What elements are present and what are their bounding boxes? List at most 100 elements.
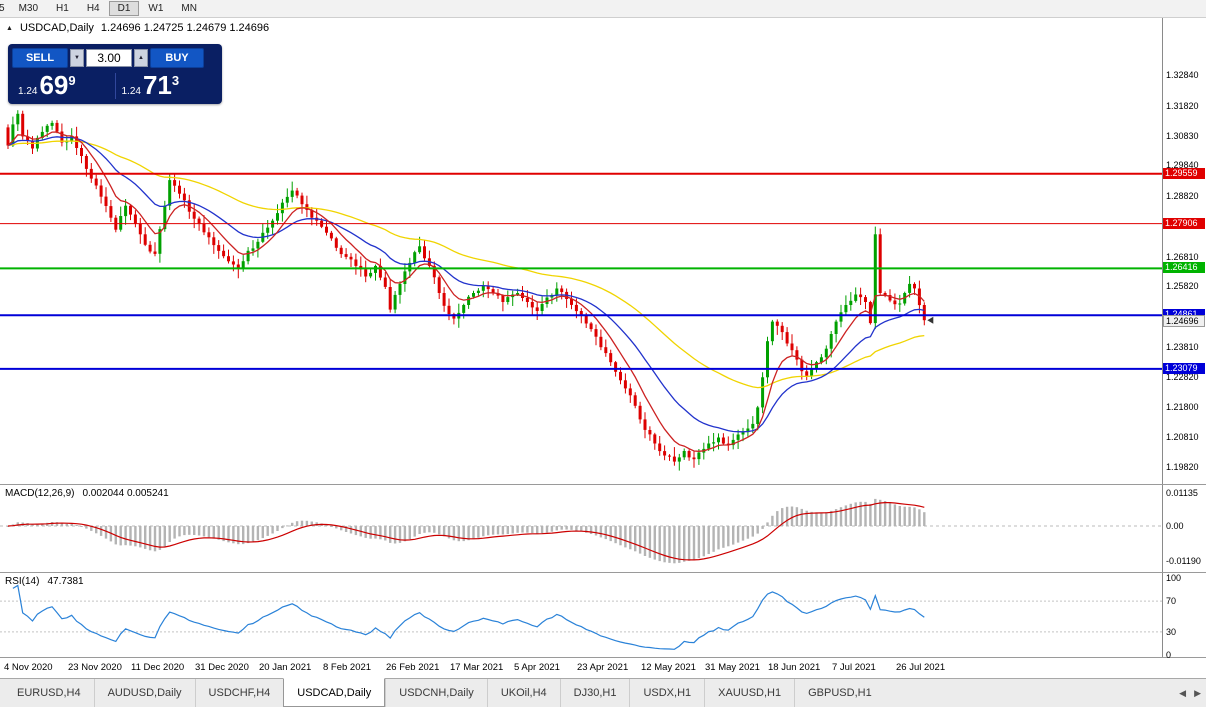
rsi-axis: 100 70 30 0	[1162, 573, 1206, 660]
rsi-current-value: 47.7381	[47, 576, 84, 587]
rsi-chart	[0, 584, 1162, 650]
rsi-axis-label: 70	[1166, 596, 1177, 606]
timeframe-d1[interactable]: D1	[108, 1, 140, 16]
date-label: 23 Nov 2020	[68, 662, 122, 673]
date-label: 11 Dec 2020	[131, 662, 185, 673]
date-label: 5 Apr 2021	[514, 662, 560, 673]
chart-title-strip: ▲ USDCAD,Daily 1.24696 1.24725 1.24679 1…	[6, 22, 269, 34]
date-label: 31 May 2021	[705, 662, 760, 673]
pane-divider[interactable]	[0, 484, 1206, 485]
volume-decrease-button[interactable]: ▼	[70, 49, 84, 67]
one-click-trading-panel: SELL ▼ ▲ BUY 1.24699 1.24713	[8, 44, 222, 104]
date-label: 8 Feb 2021	[323, 662, 372, 673]
price-tag-1.26416: 1.26416	[1163, 262, 1205, 273]
price-axis-label: 1.26810	[1166, 252, 1199, 262]
current-price-tag: 1.24696	[1163, 315, 1205, 327]
date-label: 31 Dec 2020	[195, 662, 249, 673]
date-label: 17 Mar 2021	[450, 662, 504, 673]
candlestick-chart[interactable]	[0, 18, 1162, 484]
volume-input[interactable]	[86, 49, 132, 67]
tabs-scroll-left-icon[interactable]: ◀	[1179, 687, 1187, 698]
date-label: 20 Jan 2021	[259, 662, 312, 673]
rsi-line	[12, 584, 925, 650]
current-price-marker	[927, 316, 934, 324]
timeframe-h4[interactable]: H4	[78, 1, 109, 16]
price-divider	[114, 73, 116, 99]
date-label: 18 Jun 2021	[768, 662, 821, 673]
price-axis-label: 1.32840	[1166, 70, 1199, 80]
price-axis-label: 1.25820	[1166, 281, 1199, 291]
chart-tabs-bar: EURUSD,H4 AUDUSD,Daily USDCHF,H4 USDCAD,Dai…	[0, 678, 1206, 707]
macd-axis-label: 0.00	[1166, 521, 1184, 531]
rsi-plot[interactable]: RSI(14) 47.7381	[0, 573, 1162, 657]
macd-chart	[0, 498, 1162, 564]
price-axis-label: 1.28820	[1166, 191, 1199, 201]
pane-divider[interactable]	[0, 657, 1206, 658]
volume-increase-button[interactable]: ▲	[134, 49, 148, 67]
macd-name: MACD(12,26,9)	[5, 488, 75, 499]
tab-ukoil-h4[interactable]: UKOil,H4	[486, 679, 560, 707]
price-tag-1.23079: 1.23079	[1163, 363, 1205, 374]
rsi-label: RSI(14) 47.7381	[5, 576, 84, 587]
price-axis-label: 1.29840	[1166, 160, 1199, 170]
tab-usdcad-daily[interactable]: USDCAD,Daily	[283, 678, 386, 707]
macd-plot[interactable]: MACD(12,26,9) 0.002044 0.005241	[0, 485, 1162, 572]
timeframe-mn[interactable]: MN	[172, 1, 206, 16]
timeframe-m30[interactable]: M30	[10, 1, 47, 16]
tabs-scroll-right-icon[interactable]: ▶	[1194, 687, 1201, 698]
price-axis-label: 1.30830	[1166, 131, 1199, 141]
price-chart[interactable]: ▲ USDCAD,Daily 1.24696 1.24725 1.24679 1…	[0, 18, 1162, 484]
timeframe-w1[interactable]: W1	[139, 1, 172, 16]
tab-gbpusd-h1[interactable]: GBPUSD,H1	[794, 679, 885, 707]
timeframe-5[interactable]: 5	[0, 1, 10, 16]
rsi-axis-label: 100	[1166, 573, 1182, 583]
tab-dj30-h1[interactable]: DJ30,H1	[559, 679, 630, 707]
macd-axis-label: 0.01135	[1166, 488, 1198, 498]
macd-histogram	[6, 498, 926, 564]
ma-55-line	[7, 140, 925, 389]
tab-eurusd-h4[interactable]: EURUSD,H4	[17, 687, 81, 699]
price-tag-1.24861: 1.24861	[1163, 309, 1205, 320]
price-axis-label: 1.19820	[1166, 462, 1199, 472]
trade-controls-row: SELL ▼ ▲ BUY	[12, 48, 218, 68]
macd-label: MACD(12,26,9) 0.002044 0.005241	[5, 488, 169, 499]
date-label: 4 Nov 2020	[4, 662, 53, 673]
main-chart-pane: ▲ USDCAD,Daily 1.24696 1.24725 1.24679 1…	[0, 18, 1206, 484]
tab-audusd-daily[interactable]: AUDUSD,Daily	[93, 679, 195, 707]
chart-symbol-title: USDCAD,Daily	[19, 22, 94, 34]
price-axis-label: 1.22820	[1166, 372, 1199, 382]
macd-current-values: 0.002044 0.005241	[82, 488, 169, 499]
buy-button[interactable]: BUY	[150, 48, 204, 68]
macd-axis-label: -0.01190	[1166, 556, 1201, 566]
ma-8-line	[7, 131, 925, 452]
sell-button[interactable]: SELL	[12, 48, 68, 68]
pane-divider[interactable]	[0, 572, 1206, 573]
rsi-axis-label: 0	[1166, 650, 1172, 660]
price-axis[interactable]: 1.328401.318201.308301.298401.288201.278…	[1162, 18, 1206, 484]
price-axis-label: 1.31820	[1166, 101, 1199, 111]
macd-signal-line	[7, 502, 925, 561]
price-axis-label: 1.20810	[1166, 432, 1199, 442]
collapse-icon[interactable]: ▲	[6, 24, 13, 32]
tab-xauusd-h1[interactable]: XAUUSD,H1	[704, 679, 794, 707]
date-label: 7 Jul 2021	[832, 662, 876, 673]
buy-price: 1.24713	[121, 70, 180, 100]
tab-usdcnh-daily[interactable]: USDCNH,Daily	[385, 679, 487, 707]
date-label: 26 Jul 2021	[896, 662, 946, 673]
tab-usdx-h1[interactable]: USDX,H1	[629, 679, 704, 707]
timeframe-h1[interactable]: H1	[47, 1, 78, 16]
bid-ask-display: 1.24699 1.24713	[12, 71, 218, 101]
rsi-name: RSI(14)	[5, 576, 40, 587]
sell-price: 1.24699	[18, 70, 76, 100]
macd-pane: MACD(12,26,9) 0.002044 0.005241 0.01135 0…	[0, 485, 1206, 572]
time-axis[interactable]: 4 Nov 2020 23 Nov 2020 11 Dec 2020 31 Dec 2…	[0, 658, 1206, 678]
rsi-pane: RSI(14) 47.7381 100 70 30 0	[0, 573, 1206, 660]
price-tag-1.29559: 1.29559	[1163, 168, 1205, 179]
price-tag-1.27906: 1.27906	[1163, 218, 1205, 229]
date-label: 12 May 2021	[641, 662, 696, 673]
ma-21-line	[7, 136, 925, 433]
price-axis-label: 1.23810	[1166, 342, 1199, 352]
tab-scroll-buttons: ◀ ▶	[1179, 679, 1201, 707]
tab-usdchf-h4[interactable]: USDCHF,H4	[194, 679, 284, 707]
